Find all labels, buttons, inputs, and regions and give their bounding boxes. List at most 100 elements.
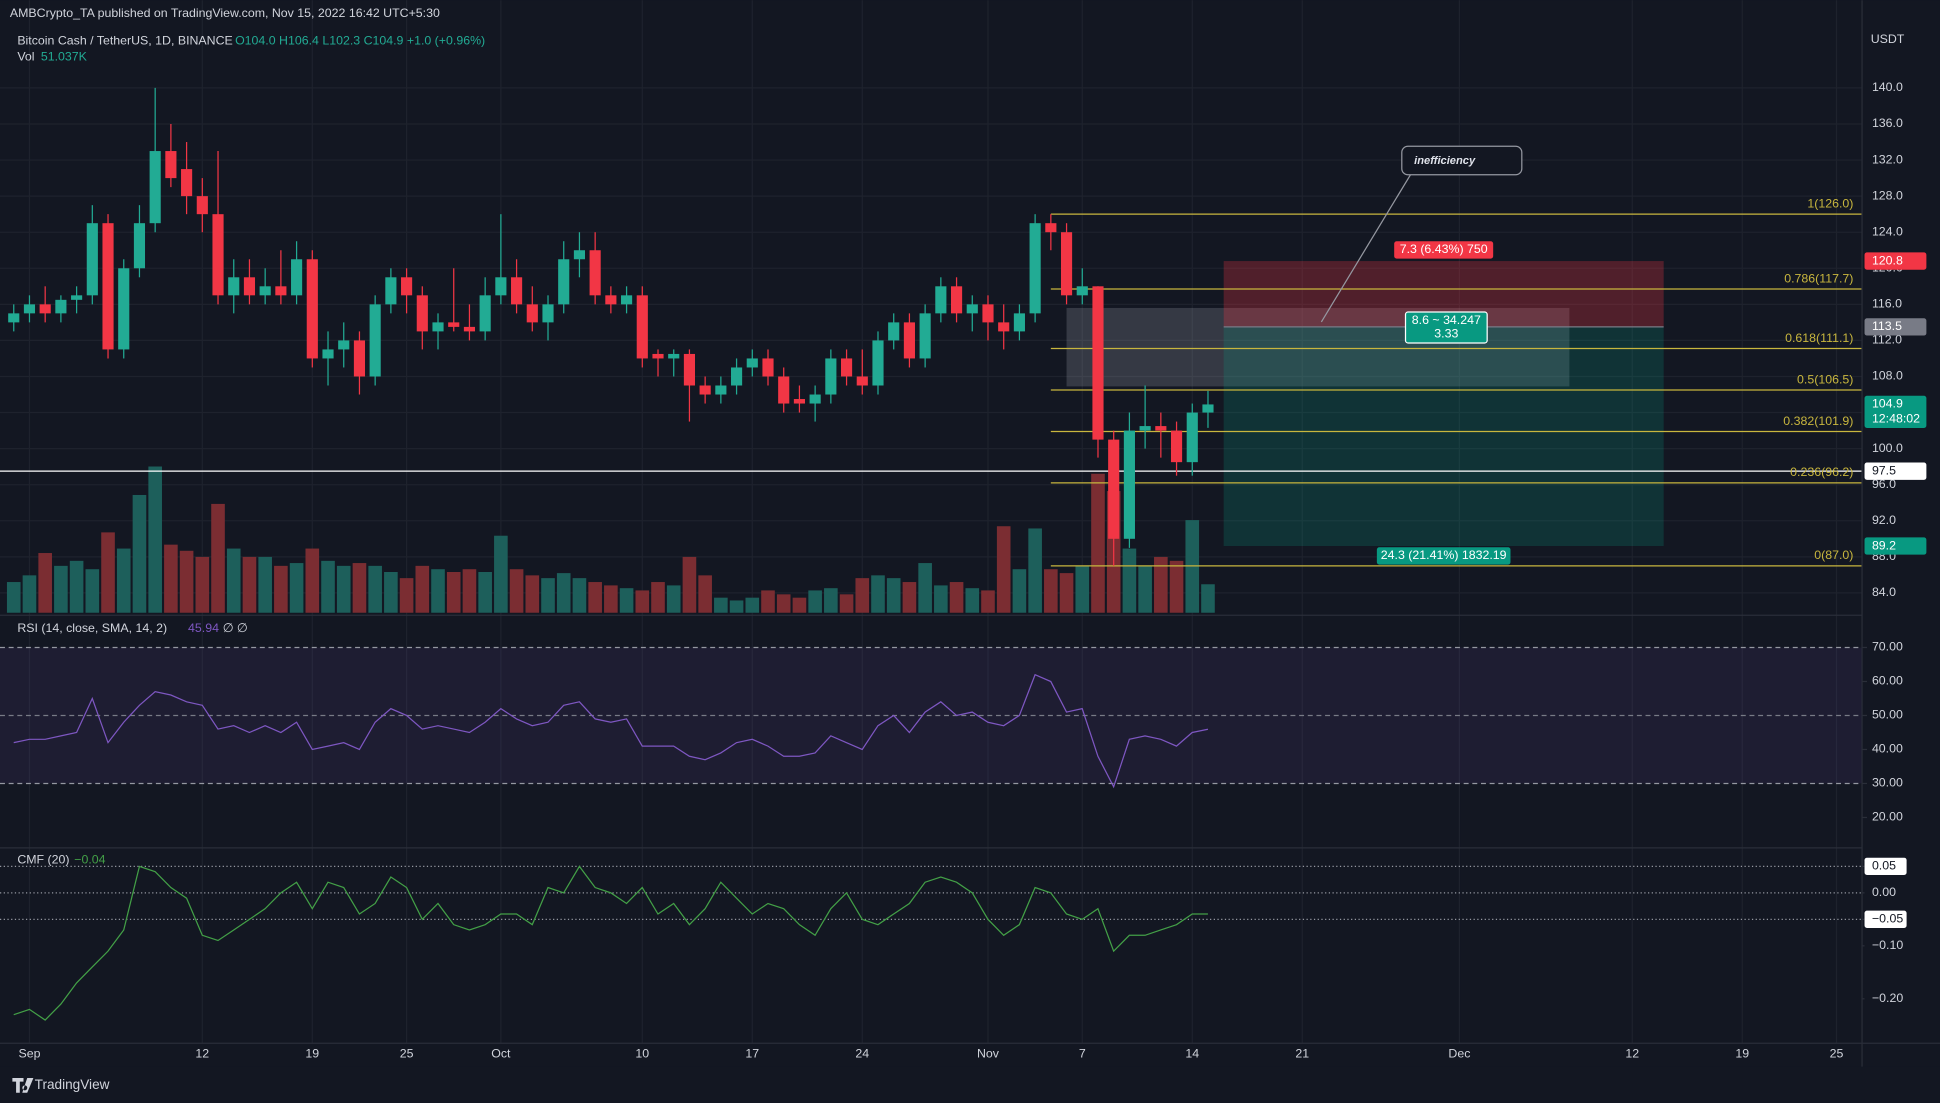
candle-body [950,286,963,314]
x-tick-label: Sep [18,1047,40,1061]
y-tick-label: −0.20 [1872,991,1903,1005]
y-tick-label: 136.0 [1872,116,1903,130]
y-tick-label: 30.00 [1872,776,1903,790]
candle-body [746,358,758,368]
candle-body [385,277,397,305]
candle-body [1186,412,1198,463]
x-tick-label: 25 [1830,1047,1844,1061]
volume-bar [1059,573,1074,613]
callout-label: inefficiency [1414,155,1476,167]
candle-body [401,277,413,296]
last-price-tag-bg [1864,395,1927,428]
cmf-title: CMF (20) [17,852,69,866]
volume-bar [965,588,980,613]
candle-body [306,259,318,359]
candle-body [1013,313,1025,332]
x-tick-label: 7 [1079,1047,1086,1061]
volume-bar [399,578,414,613]
volume-value: 51.037K [41,49,88,63]
fib-label: 0.786(117.7) [1784,271,1853,285]
plot [0,87,1863,1021]
candle-body [715,385,727,395]
candle-body [526,304,538,323]
y-tick-label: 128.0 [1872,188,1903,202]
volume-bar [1044,569,1058,613]
target-label-box [1376,547,1511,565]
level-tag [1864,857,1907,876]
candle-body [621,295,633,305]
candle-body [1139,426,1151,431]
published: AMBCrypto_TA published on TradingView.co… [10,6,440,20]
candle-body [668,353,680,359]
volume-bar [525,575,540,613]
volume-bar [1028,528,1042,613]
volume-bar [776,594,791,613]
candle-body [86,223,98,296]
volume-bar [494,535,508,613]
volume-bar [792,597,807,613]
volume-bar [1075,565,1090,613]
symbol-title: Bitcoin Cash / TetherUS, 1D, BINANCE [17,33,232,47]
candle-body [1170,430,1183,463]
volume-bar [934,585,948,613]
volume-bar [808,590,822,613]
rsi-suffix: ∅ ∅ [223,621,248,635]
y-tick-label: 60.00 [1872,674,1903,688]
x-tick-label: 12 [1625,1047,1639,1061]
candle-body [416,295,428,332]
volume-bar [698,575,712,613]
candle-body [1123,430,1135,539]
candle-body [495,277,507,296]
volume-bar [54,565,68,613]
candle-body [778,376,790,404]
candle-body [762,358,774,377]
candle-body [903,322,915,359]
hline-tag-bg [1864,462,1927,480]
candle-body [55,299,67,314]
candle-body [338,340,350,350]
candle-body [825,358,837,395]
volume-bar [132,494,147,613]
last-price-tag: 104.9 [1872,397,1903,411]
candle-body [353,340,366,377]
fib-label: 0.382(101.9) [1783,414,1853,428]
fib-label: 0(87.0) [1814,548,1853,562]
candle-body [872,340,884,386]
candle-body [636,295,648,359]
x-tick-label: 17 [745,1047,759,1061]
volume-bar [164,544,178,613]
y-tick-label: 116.0 [1872,297,1902,311]
volume-bar [242,556,257,613]
y-tick-label: 0.00 [1872,885,1896,899]
y-tick-label: 124.0 [1872,224,1903,238]
candle-body [448,322,460,327]
volume-bar [1201,584,1215,613]
hline-tag: 97.5 [1872,463,1896,477]
y-tick-label: 132.0 [1872,152,1903,166]
candle-body [275,286,287,296]
target-label: 24.3 (21.41%) 1832.19 [1381,548,1507,562]
volume-bar [69,560,84,613]
target-zone [1223,326,1664,547]
volume-bar [305,548,320,613]
candle-body [322,349,334,359]
x-tick-label: 24 [855,1047,869,1061]
volume-bar [226,548,241,613]
x-tick-label: Oct [491,1047,511,1061]
candle-body [1060,232,1073,296]
volume-bar [1122,548,1137,613]
candle-body [291,259,303,296]
rsi-title: RSI (14, close, SMA, 14, 2) [17,621,167,635]
candle-body [149,151,161,224]
candle-body [1045,223,1057,233]
currency: USDT [1871,32,1905,46]
y-tick-label: 112.0 [1872,333,1902,347]
volume-bar [619,588,634,613]
volume-bar [556,573,571,613]
candle-body [558,259,570,305]
cmf-value: −0.04 [74,852,105,866]
fib-label: 0.5(106.5) [1797,372,1853,386]
candle-body [966,304,978,314]
volume-bar [195,556,210,613]
volume-bar [871,575,885,613]
